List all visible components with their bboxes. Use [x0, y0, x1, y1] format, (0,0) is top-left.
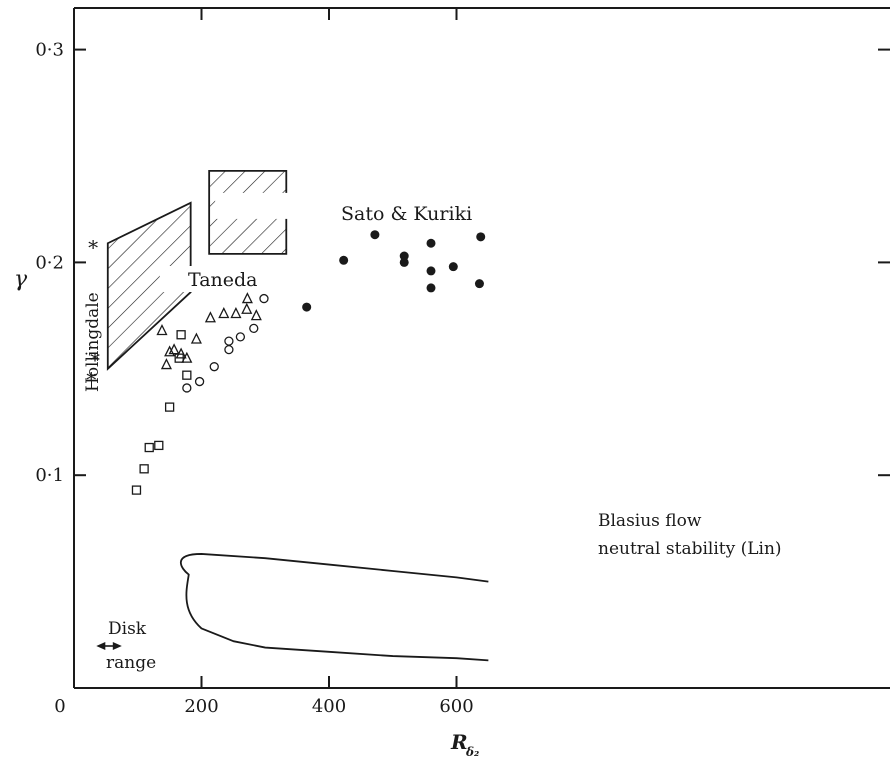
data-point-circle-open — [224, 336, 234, 346]
data-point-triangle — [160, 358, 172, 370]
data-point-star: * — [86, 367, 96, 391]
data-point-circle-open — [194, 376, 205, 387]
y-tick-label: 0·1 — [35, 465, 64, 486]
data-point-square — [131, 485, 142, 495]
data-point-square — [176, 330, 186, 340]
region-label-taneda: Taneda — [188, 269, 258, 291]
data-point-square — [144, 442, 154, 453]
data-point-circle-filled — [448, 262, 458, 272]
sato-label-background — [215, 192, 356, 219]
regions-layer — [106, 169, 356, 371]
region-taneda — [106, 201, 192, 371]
data-point-circle-open — [182, 383, 192, 393]
disk-arrow-right-head — [112, 642, 122, 650]
data-point-circle-filled — [426, 266, 436, 276]
data-point-circle-filled — [399, 257, 409, 267]
data-point-square — [154, 440, 164, 451]
data-point-circle-filled — [476, 232, 486, 242]
data-point-triangle — [164, 345, 176, 357]
data-point-circle-open — [235, 332, 246, 342]
x-tick-label: 400 — [312, 696, 346, 717]
data-point-circle-open — [209, 362, 219, 372]
data-point-circle-open — [224, 344, 234, 355]
data-point-circle-open — [259, 293, 269, 304]
disk-range-label-line2: range — [106, 653, 156, 673]
disk-range-label-line1: Disk — [108, 619, 147, 639]
taneda-label-background — [159, 266, 242, 292]
y-tick-label: 0·2 — [35, 252, 64, 273]
data-point-triangle — [218, 307, 230, 319]
x-tick-label: 0 — [54, 696, 65, 717]
x-axis-label-subscript: δ₂ — [465, 745, 479, 759]
data-point-triangle — [190, 332, 202, 344]
data-point-triangle — [241, 292, 253, 304]
data-point-circle-open — [249, 323, 259, 334]
neutral-stability-curve — [179, 553, 489, 662]
data-point-triangle — [204, 311, 216, 323]
data-point-circle-filled — [426, 283, 436, 293]
points-layer: *** — [86, 230, 486, 495]
data-point-triangle — [250, 309, 262, 321]
disk-arrow-left-head — [96, 642, 106, 650]
disk-range-arrow — [96, 642, 122, 650]
axes-frame — [73, 7, 890, 689]
data-point-triangle — [241, 302, 253, 314]
data-point-star: * — [90, 348, 100, 372]
data-point-square — [139, 464, 149, 474]
x-tick-label: 200 — [184, 696, 218, 717]
data-point-square — [182, 370, 192, 380]
region-label-sato-kuriki: Sato & Kuriki — [341, 203, 472, 225]
data-point-triangle — [168, 343, 180, 355]
neutral-curve-label-line1: Blasius flow — [598, 511, 702, 531]
y-tick-label: 0·3 — [35, 40, 64, 61]
hollingdale-label: Hollingdale — [83, 292, 103, 392]
data-point-square — [164, 402, 175, 412]
data-point-circle-filled — [426, 238, 436, 248]
data-point-star: * — [88, 235, 98, 259]
data-point-circle-filled — [339, 255, 349, 265]
ticks-layer: 0 200 400 600 0·1 0·2 0·3 — [35, 8, 890, 717]
data-point-circle-filled — [302, 302, 312, 312]
y-axis-label: γ — [14, 267, 28, 292]
x-axis-label: R δ₂ — [450, 730, 479, 759]
x-axis-label-main: R — [450, 730, 468, 754]
data-point-triangle — [181, 351, 193, 363]
neutral-curve-layer — [179, 553, 489, 662]
data-point-circle-filled — [399, 251, 409, 261]
neutral-curve-label-line2: neutral stability (Lin) — [598, 539, 782, 559]
data-point-triangle — [156, 324, 168, 336]
data-point-circle-filled — [474, 279, 484, 289]
x-tick-label: 600 — [439, 696, 473, 717]
data-point-circle-filled — [370, 230, 380, 240]
data-point-triangle — [175, 347, 187, 359]
data-point-triangle — [230, 307, 242, 319]
